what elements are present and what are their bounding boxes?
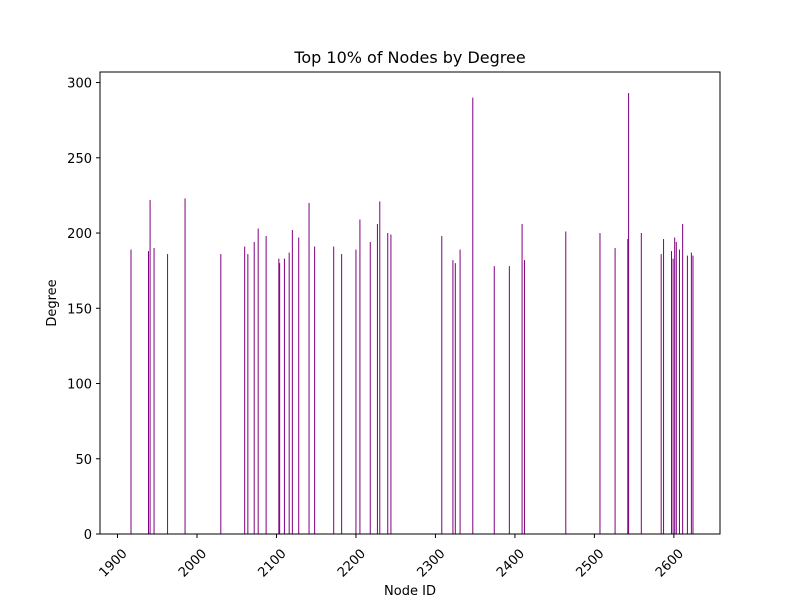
bar-node-1963 (167, 254, 169, 534)
chart-title: Top 10% of Nodes by Degree (293, 48, 525, 67)
plot-area-frame (99, 71, 721, 535)
bar-node-2599 (672, 258, 674, 534)
x-axis-title: Node ID (384, 584, 436, 599)
bar-node-2559 (640, 233, 642, 534)
y-tick-label: 300 (67, 77, 92, 92)
bar-node-2622 (690, 252, 692, 534)
bar-node-2200 (355, 249, 357, 534)
bar-node-2526 (614, 248, 616, 534)
bar-node-2464 (565, 231, 567, 534)
bar-node-2607 (678, 249, 680, 534)
bar-node-2412 (523, 260, 525, 534)
bar-node-2543 (628, 93, 630, 534)
bar-node-2172 (333, 246, 335, 534)
bar-node-1939 (147, 251, 149, 534)
bar-series (130, 93, 694, 535)
y-tick-label: 150 (67, 302, 92, 317)
bar-node-2064 (247, 254, 249, 534)
bar-node-2077 (257, 228, 259, 534)
bar-node-1917 (130, 249, 132, 534)
y-tick-label: 250 (67, 152, 92, 167)
x-axis: 1900 2000 2100 2200 2300 2400 2500 2600 (97, 534, 687, 580)
bar-node-2611 (682, 223, 684, 535)
bar-node-2110 (283, 258, 285, 534)
y-tick-label: 50 (75, 453, 92, 468)
bar-node-2584 (660, 254, 662, 534)
y-axis: 0 50 100 150 200 250 300 (67, 77, 100, 543)
bar-node-2030 (220, 254, 222, 534)
x-tick-label: 2100 (256, 546, 290, 580)
bar-node-2072 (253, 242, 255, 535)
bar-node-2141 (308, 202, 310, 534)
x-tick-label: 2300 (414, 546, 448, 580)
x-tick-label: 2400 (494, 546, 528, 580)
bar-node-2331 (459, 249, 461, 534)
y-tick-label: 100 (67, 378, 92, 393)
bar-node-2409 (521, 223, 523, 535)
bar-node-2603 (675, 242, 677, 535)
bar-node-2128 (298, 237, 300, 535)
bar-node-1941 (149, 199, 151, 535)
bar-node-2104 (279, 263, 281, 534)
bar-node-2230 (379, 201, 381, 535)
bar-node-2587 (663, 239, 665, 535)
y-tick-label: 200 (67, 227, 92, 242)
bar-node-2103 (278, 258, 280, 534)
bar-node-2060 (244, 246, 246, 534)
bar-node-2393 (508, 266, 510, 534)
x-tick-label: 1900 (97, 546, 131, 580)
bar-node-2308 (441, 236, 443, 534)
bar-node-2322 (452, 260, 454, 534)
bar-node-1985 (184, 198, 186, 534)
bar-node-2624 (692, 255, 694, 534)
bar-node-2182 (341, 254, 343, 534)
bar-node-2601 (674, 237, 676, 535)
bar-node-2120 (291, 230, 293, 534)
bar-node-2507 (599, 233, 601, 534)
x-tick-label: 2200 (335, 546, 369, 580)
bar-node-2148 (314, 246, 316, 534)
bar-node-2617 (686, 255, 688, 534)
bar-node-2347 (472, 97, 474, 534)
bar-node-1946 (153, 248, 155, 534)
bar-node-2325 (454, 263, 456, 534)
bar-node-2374 (493, 266, 495, 534)
bar-node-2218 (369, 242, 371, 535)
bar-node-2542 (627, 239, 629, 535)
bar-node-2597 (671, 251, 673, 534)
x-tick-label: 2500 (573, 546, 607, 580)
y-axis-title: Degree (45, 279, 60, 326)
bar-node-2227 (376, 223, 378, 535)
bar-node-2087 (265, 236, 267, 534)
bar-node-2116 (288, 252, 290, 534)
bar-node-2240 (387, 233, 389, 534)
x-tick-label: 2000 (176, 546, 210, 580)
y-tick-label: 0 (84, 528, 92, 543)
bar-node-2244 (390, 234, 392, 534)
x-tick-label: 2600 (653, 546, 687, 580)
bar-node-2205 (359, 219, 361, 535)
